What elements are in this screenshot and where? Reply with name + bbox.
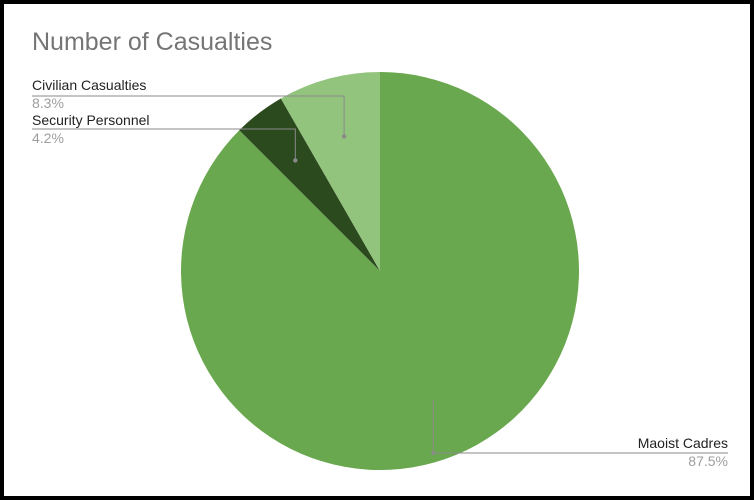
pie-slice-security-personnel bbox=[239, 98, 380, 271]
slice-value-maoist-cadres: 87.5% bbox=[688, 453, 728, 469]
slice-label-security-personnel: Security Personnel bbox=[32, 112, 150, 128]
slice-label-civilian-casualties: Civilian Casualties bbox=[32, 77, 146, 93]
slice-value-civilian-casualties: 8.3% bbox=[32, 95, 64, 111]
pie-chart: Maoist Cadres 87.5% Security Personnel 4.2%… bbox=[32, 72, 728, 470]
leader-dot-maoist-cadres bbox=[431, 450, 436, 456]
slice-label-maoist-cadres: Maoist Cadres bbox=[638, 435, 728, 451]
leader-line-civilian-casualties bbox=[32, 95, 345, 137]
leader-line-security-personnel bbox=[32, 128, 296, 161]
chart-title: Number of Casualties bbox=[32, 28, 273, 56]
leader-dot-civilian-casualties bbox=[341, 134, 347, 139]
pie-slice-civilian-casualties bbox=[280, 72, 380, 271]
slice-value-security-personnel: 4.2% bbox=[32, 130, 64, 146]
leader-dot-security-personnel bbox=[293, 158, 298, 163]
